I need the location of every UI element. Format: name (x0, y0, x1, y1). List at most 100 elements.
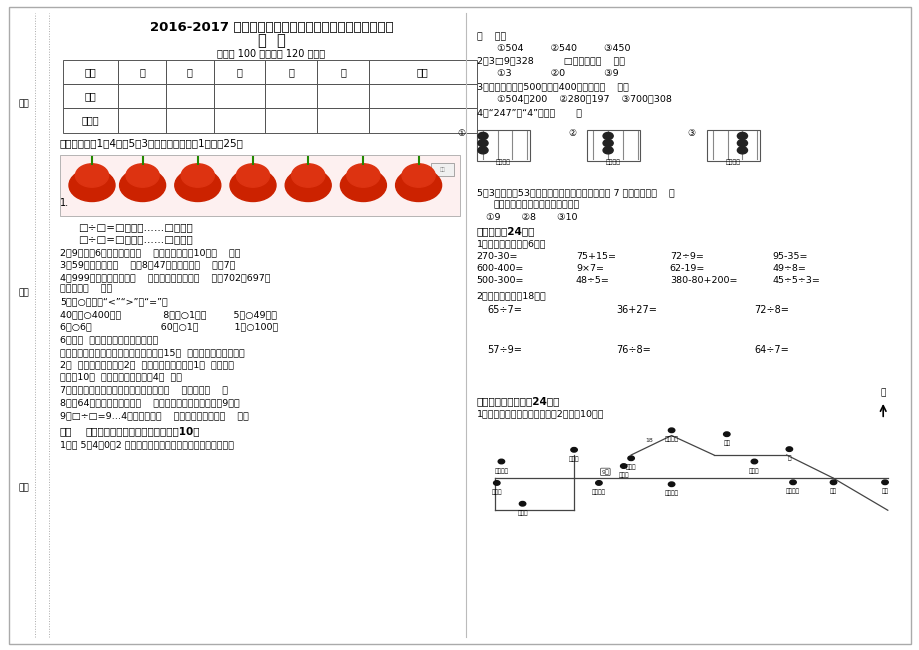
Text: 72÷8=: 72÷8= (754, 305, 789, 315)
Bar (119, 109, 166, 133)
Text: 600-400=: 600-400= (476, 264, 523, 273)
Circle shape (603, 133, 613, 140)
Text: 2、3□9＞328          □里最小填（    ）。: 2、3□9＞328 □里最小填（ ）。 (476, 57, 624, 66)
Circle shape (402, 164, 435, 187)
Bar (166, 109, 213, 133)
Bar (119, 84, 166, 109)
Circle shape (737, 133, 746, 140)
Circle shape (291, 164, 324, 187)
Bar (62, 60, 119, 84)
Circle shape (603, 140, 613, 147)
Circle shape (789, 480, 796, 485)
Text: 9、□÷□=9…4除数最小是（    ），这时被除数是（    ）。: 9、□÷□=9…4除数最小是（ ），这时被除数是（ ）。 (60, 411, 248, 421)
Text: 7、最大的两位数与最小的三位数的和是（    ），差是（    ）: 7、最大的两位数与最小的三位数的和是（ ），差是（ ） (60, 385, 228, 395)
Text: 评卷人: 评卷人 (82, 116, 99, 125)
Text: 270-30=: 270-30= (476, 252, 517, 261)
Text: 公园: 公园 (829, 489, 836, 495)
Circle shape (723, 432, 730, 437)
Text: 380-80+200=: 380-80+200= (669, 276, 736, 285)
Text: 62-19=: 62-19= (669, 264, 704, 273)
Text: 500-300=: 500-300= (476, 276, 524, 285)
Text: 2（  ），一本数学书长2（  ），夏天午睡大约用1（  ），一张: 2（ ），一本数学书长2（ ），夏天午睡大约用1（ ），一张 (60, 360, 233, 369)
Text: 二、: 二、 (60, 426, 73, 436)
Bar (62, 84, 119, 109)
Text: 45÷5÷3=: 45÷5÷3= (772, 276, 820, 285)
Circle shape (737, 147, 746, 154)
Text: 星江大厦: 星江大厦 (664, 491, 678, 497)
Bar (213, 84, 266, 109)
Bar (369, 109, 476, 133)
Circle shape (596, 481, 602, 485)
Bar (369, 84, 476, 109)
Circle shape (236, 164, 269, 187)
Text: 3、59里里最多有（    ）个8，47里里最多有（    ）个7。: 3、59里里最多有（ ）个8，47里里最多有（ ）个7。 (60, 261, 235, 270)
Text: 只船才能一次就把他们送到对岸。: 只船才能一次就把他们送到对岸。 (493, 200, 579, 209)
Text: 得分: 得分 (85, 91, 96, 101)
Text: （    ）。: （ ）。 (476, 32, 505, 41)
Text: 18: 18 (645, 438, 652, 443)
Circle shape (603, 147, 613, 154)
Text: 4、999前面的一个数是（    ），后面的一个数（    ），702和697都: 4、999前面的一个数是（ ），后面的一个数（ ），702和697都 (60, 273, 270, 282)
Text: 40分米○400毫米              8毫米○1厘米         5米○49分米: 40分米○400毫米 8毫米○1厘米 5米○49分米 (60, 310, 277, 319)
Bar (266, 60, 317, 84)
Text: 总分: 总分 (416, 67, 428, 77)
Text: 题号: 题号 (85, 67, 96, 77)
Text: 95-35=: 95-35= (772, 252, 808, 261)
Bar (369, 60, 476, 84)
Text: 邮: 邮 (787, 456, 790, 462)
Bar (586, 130, 640, 161)
Text: ①3             ②0             ③9: ①3 ②0 ③9 (496, 69, 618, 78)
Bar (60, 155, 460, 216)
Text: 金色商场: 金色商场 (785, 489, 800, 495)
Text: 一: 一 (139, 67, 145, 77)
Text: 姓名: 姓名 (18, 288, 29, 297)
Circle shape (620, 464, 627, 468)
Text: 9路: 9路 (601, 469, 608, 474)
Text: 6、在（  ）内填上合适的单位名称。: 6、在（ ）内填上合适的单位名称。 (60, 335, 158, 345)
Text: 9×7=: 9×7= (575, 264, 603, 273)
Bar (119, 60, 166, 84)
Text: 48÷5=: 48÷5= (575, 276, 609, 285)
Circle shape (667, 428, 675, 433)
Text: 水上乐园: 水上乐园 (664, 437, 678, 443)
Circle shape (785, 447, 792, 451)
Circle shape (181, 164, 214, 187)
Text: 火车站: 火车站 (568, 456, 579, 462)
Text: 书桌高10（  ），刷一次牙大约用4（  ）。: 书桌高10（ ），刷一次牙大约用4（ ）。 (60, 372, 182, 382)
Text: 8、有64颗珠子，至少拿掉（    ）颗，才能平均分给一年级9班。: 8、有64颗珠子，至少拿掉（ ）颗，才能平均分给一年级9班。 (60, 398, 239, 408)
Text: 72÷9=: 72÷9= (669, 252, 703, 261)
Text: 国际酒店: 国际酒店 (591, 489, 606, 495)
Text: 选择正确答案的序号填在括号里：10分: 选择正确答案的序号填在括号里：10分 (85, 426, 199, 436)
Text: 49÷8=: 49÷8= (772, 264, 806, 273)
Text: 2、用竖式计算（18分）: 2、用竖式计算（18分） (476, 291, 546, 300)
Text: 五: 五 (340, 67, 346, 77)
Text: （满分 100 分，时间 120 分钟）: （满分 100 分，时间 120 分钟） (217, 48, 325, 58)
Text: 博物馆: 博物馆 (491, 489, 502, 495)
Text: 四: 四 (288, 67, 294, 77)
Text: 新月广场: 新月广场 (494, 468, 508, 474)
Circle shape (69, 169, 115, 202)
Circle shape (478, 133, 488, 140)
Text: 考号: 考号 (18, 99, 29, 109)
Bar (62, 109, 119, 133)
Text: 1、直接写得数。（6分）: 1、直接写得数。（6分） (476, 239, 546, 248)
Bar (430, 162, 453, 176)
Text: 千百十个: 千百十个 (725, 160, 740, 166)
Text: 76÷8=: 76÷8= (616, 344, 651, 355)
Text: 三、计算（24分）: 三、计算（24分） (476, 226, 534, 237)
Circle shape (175, 169, 221, 202)
Text: ①504         ②540         ③450: ①504 ②540 ③450 (496, 44, 630, 53)
Text: 36+27=: 36+27= (616, 305, 656, 315)
Text: 少年宫: 少年宫 (516, 510, 528, 516)
Circle shape (478, 147, 488, 154)
Circle shape (518, 502, 526, 506)
Text: 玩具城: 玩具城 (625, 465, 636, 471)
Text: 3、下面得数小于500并大于400的算式是（    ）。: 3、下面得数小于500并大于400的算式是（ ）。 (476, 82, 628, 91)
Bar (706, 130, 759, 161)
Text: 三: 三 (236, 67, 243, 77)
Circle shape (880, 480, 888, 485)
Text: 千百十个: 千百十个 (606, 160, 620, 166)
Circle shape (667, 482, 675, 486)
Circle shape (75, 164, 108, 187)
Text: 数  学: 数 学 (257, 32, 285, 48)
